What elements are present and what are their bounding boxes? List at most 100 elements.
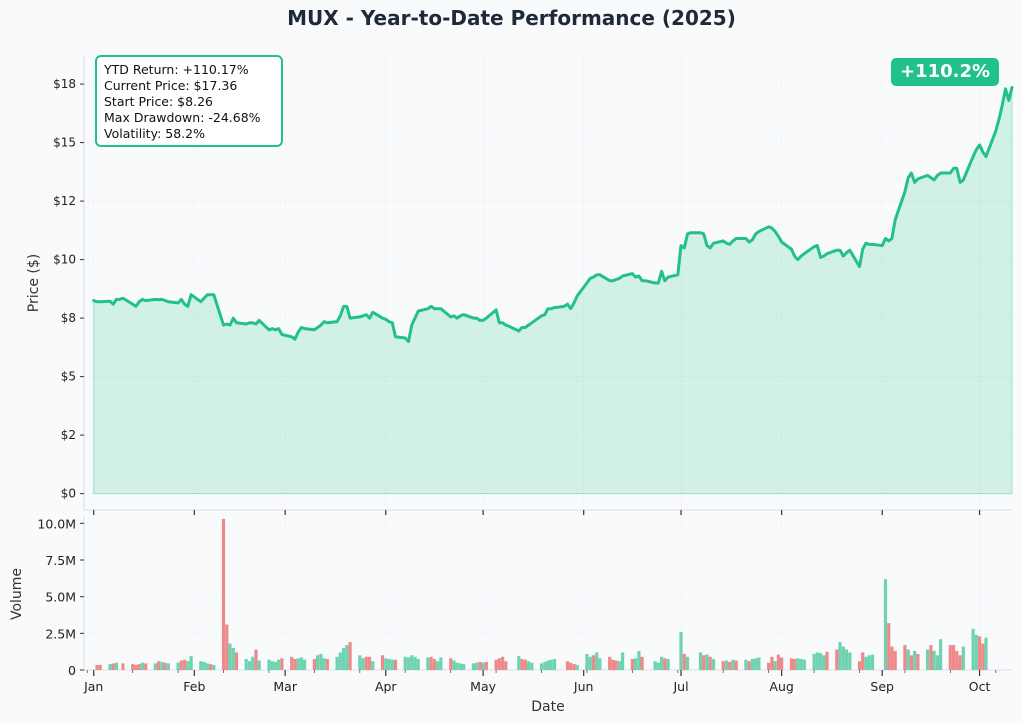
volume-bar xyxy=(711,659,716,670)
volume-bar xyxy=(812,653,816,670)
volume-bar xyxy=(228,643,232,670)
volume-bar xyxy=(530,662,534,670)
volume-bar xyxy=(458,663,462,670)
volume-bar xyxy=(471,663,475,670)
volume-bar xyxy=(903,645,907,670)
volume-bar xyxy=(247,661,252,670)
volume-bar xyxy=(660,656,664,670)
volume-xtick-label: Aug xyxy=(769,679,793,694)
volume-bar xyxy=(121,663,125,670)
volume-bar xyxy=(978,636,982,670)
volume-bar xyxy=(793,659,797,670)
volume-bar xyxy=(131,664,135,670)
volume-bar xyxy=(270,661,274,670)
volume-bar xyxy=(893,650,897,670)
volume-bar xyxy=(403,656,407,670)
volume-bar xyxy=(887,623,891,670)
volume-bar xyxy=(523,659,527,670)
volume-bar xyxy=(682,653,686,670)
volume-bar xyxy=(416,659,420,670)
volume-bar xyxy=(478,661,482,670)
volume-bar xyxy=(608,656,612,670)
volume-bar xyxy=(452,660,456,670)
return-badge: +110.2% xyxy=(891,58,999,86)
volume-bar xyxy=(984,637,988,670)
volume-bar xyxy=(569,662,573,670)
volume-bar xyxy=(114,662,118,670)
volume-bar xyxy=(666,659,670,670)
volume-bar xyxy=(293,659,297,670)
volume-bar xyxy=(208,664,213,670)
volume-bar xyxy=(799,659,803,670)
volume-bar xyxy=(319,653,323,670)
stat-max-drawdown: Max Drawdown: -24.68% xyxy=(104,110,261,125)
volume-bar xyxy=(254,649,258,670)
volume-bar xyxy=(721,661,725,670)
volume-bar xyxy=(316,655,320,670)
volume-bar xyxy=(656,662,660,670)
volume-bar xyxy=(137,664,141,670)
volume-bar xyxy=(822,655,826,670)
volume-bar xyxy=(867,655,871,670)
price-ytick-label: $8 xyxy=(61,311,76,325)
volume-bar xyxy=(926,649,930,670)
volume-bar xyxy=(974,634,978,670)
volume-bar xyxy=(501,656,505,670)
volume-bar xyxy=(364,656,368,670)
stat-start-price: Start Price: $8.26 xyxy=(104,94,213,109)
volume-bar xyxy=(494,659,498,670)
volume-bar xyxy=(588,656,592,670)
volume-bar xyxy=(744,659,748,670)
volume-bar xyxy=(747,661,751,670)
volume-bar xyxy=(789,658,793,670)
volume-bar xyxy=(384,658,388,670)
price-ytick-label: $15 xyxy=(53,136,76,150)
stats-box: YTD Return: +110.17% Current Price: $17.… xyxy=(95,55,283,147)
volume-bar xyxy=(724,660,729,670)
volume-bar xyxy=(754,658,758,670)
price-axis-title: Price ($) xyxy=(26,254,42,312)
volume-bar xyxy=(526,661,531,670)
volume-bar xyxy=(848,652,852,670)
volume-bar xyxy=(345,645,349,670)
volume-bar xyxy=(361,658,365,670)
volume-bar xyxy=(176,662,180,670)
volume-bar xyxy=(189,656,193,670)
volume-bar xyxy=(484,661,488,670)
price-ytick-label: $18 xyxy=(53,77,76,91)
volume-bar xyxy=(462,664,466,670)
volume-bar xyxy=(406,657,411,670)
price-ytick-label: $2 xyxy=(61,428,76,442)
volume-bar xyxy=(439,657,443,670)
volume-bar xyxy=(770,656,774,670)
volume-bar xyxy=(338,652,342,670)
volume-bar xyxy=(342,648,346,670)
volume-ytick-label: 10.0M xyxy=(37,516,76,531)
volume-bar xyxy=(380,655,385,670)
volume-bar xyxy=(780,657,784,670)
volume-bar xyxy=(585,653,589,670)
volume-bar xyxy=(757,657,761,670)
volume-bar xyxy=(186,661,190,670)
volume-ytick-label: 5.0M xyxy=(45,590,76,605)
volume-bar xyxy=(955,650,959,670)
volume-bar xyxy=(614,660,618,670)
volume-xtick-label: Feb xyxy=(183,679,205,694)
volume-bar xyxy=(935,655,939,670)
volume-bar xyxy=(591,655,595,670)
volume-bar xyxy=(166,663,170,670)
volume-bar xyxy=(277,659,281,670)
volume-ytick-label: 7.5M xyxy=(45,553,76,568)
volume-bar xyxy=(257,660,261,670)
price-ytick-label: $10 xyxy=(53,253,76,267)
volume-ytick-label: 2.5M xyxy=(45,626,76,641)
volume-bar xyxy=(838,642,842,670)
volume-bar xyxy=(410,655,414,670)
stat-ytd-return: YTD Return: +110.17% xyxy=(104,62,249,77)
volume-bar xyxy=(517,656,521,670)
volume-xaxis-title: Date xyxy=(531,699,564,715)
volume-bar xyxy=(325,659,329,670)
volume-bar xyxy=(267,659,271,670)
volume-bar xyxy=(539,663,544,670)
volume-bar xyxy=(543,661,547,670)
